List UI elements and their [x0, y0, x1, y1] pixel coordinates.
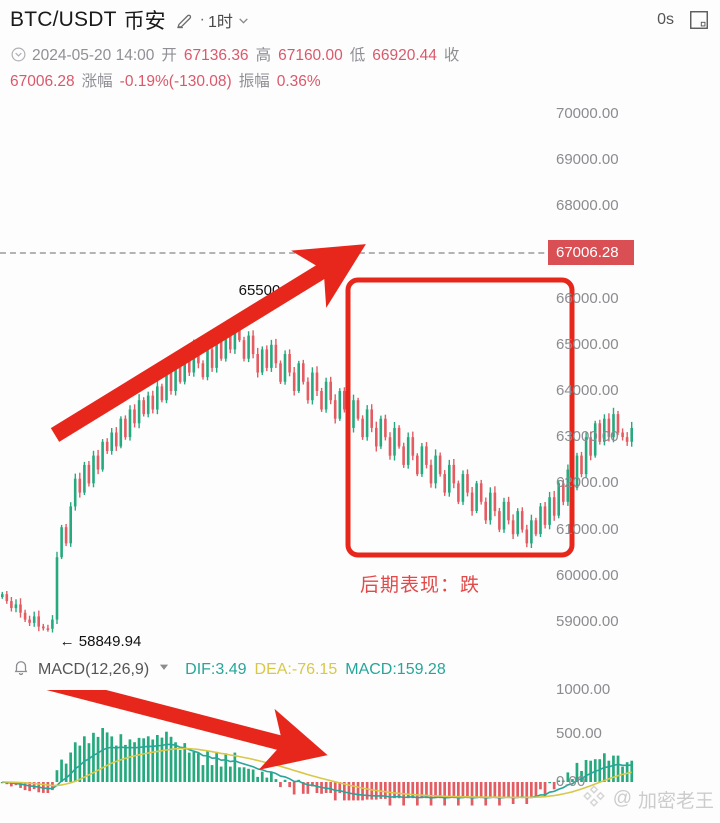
price-tick: 65000.00	[556, 335, 619, 353]
price-tick: 64000.00	[556, 381, 619, 399]
chevron-down-icon[interactable]	[237, 14, 250, 27]
close-label: 收	[443, 47, 460, 64]
change-value: -0.19%(-130.08)	[119, 73, 232, 90]
countdown-label: 0s	[657, 11, 674, 28]
price-tick: 62000.00	[556, 474, 619, 492]
binance-diamond-icon	[581, 783, 607, 815]
pencil-icon[interactable]	[175, 11, 194, 30]
high-label: 高	[255, 47, 272, 64]
amplitude-value: 0.36%	[276, 73, 321, 90]
dea-value: DEA:-76.15	[254, 660, 338, 678]
separator-dot: ·	[199, 11, 205, 28]
price-tick: 70000.00	[556, 104, 619, 122]
price-tick: 66000.00	[556, 289, 619, 307]
open-label: 开	[161, 47, 177, 64]
title-bar: BTC/USDT 币安 · 1时 0s	[0, 0, 720, 40]
price-chart-pane[interactable]: 65500.00 ← 58849.94 后期表现：跌 59000.00 60000…	[0, 100, 634, 650]
price-tick: 63000.00	[556, 428, 619, 446]
current-price-dashed-line	[0, 252, 634, 255]
annotation-note: 后期表现：跌	[360, 575, 481, 596]
macd-series	[0, 728, 634, 806]
macd-axis: 1000.00 500.00 0.00	[548, 681, 634, 823]
price-axis: 59000.00 60000.00 61000.00 62000.00 63000.00…	[548, 100, 634, 645]
price-tick: 68000.00	[556, 197, 619, 215]
decline-highlight-box	[345, 277, 575, 558]
dif-value: DIF:3.49	[185, 660, 247, 678]
high-value: 67160.00	[278, 47, 343, 64]
low-price-marker: ← 58849.94	[59, 632, 142, 650]
ohlc-readout: 2024-05-20 14:00 开 67136.36 高 67160.00 低 66920…	[10, 44, 670, 93]
current-price-badge: 67006.28	[548, 240, 634, 266]
watermark-text: 加密老王	[637, 790, 714, 812]
amplitude-label: 振幅	[238, 73, 270, 90]
watermark: @ 加密老王	[581, 783, 714, 815]
price-tick: 60000.00	[556, 566, 619, 584]
macd-value: MACD:159.28	[345, 660, 446, 678]
high-price-marker: 65500.00	[238, 281, 302, 299]
price-tick: 69000.00	[556, 151, 619, 169]
low-value: 66920.44	[372, 47, 437, 64]
macd-annotation-overlay	[46, 690, 328, 770]
chevron-down-icon[interactable]	[157, 660, 171, 679]
ohlc-datetime: 2024-05-20 14:00	[32, 47, 155, 64]
open-value: 67136.36	[183, 47, 249, 64]
candlestick-series	[1, 316, 633, 633]
change-label: 涨幅	[81, 73, 113, 90]
downtrend-arrow	[46, 690, 328, 770]
close-value: 67006.28	[10, 73, 75, 90]
clock-icon[interactable]	[10, 46, 27, 70]
price-tick: 59000.00	[556, 612, 619, 630]
symbol-label[interactable]: BTC/USDT	[10, 8, 117, 31]
low-label: 低	[349, 47, 366, 64]
watermark-at: @	[612, 788, 632, 809]
macd-tick: 0.00	[556, 773, 586, 790]
macd-name[interactable]: MACD(12,26,9)	[38, 660, 150, 678]
macd-pane[interactable]: 1000.00 500.00 0.00	[0, 681, 634, 823]
macd-legend: MACD(12,26,9) DIF:3.49 DEA:-76.15 MACD:1…	[12, 658, 446, 681]
timeframe-label[interactable]: 1时	[207, 14, 233, 31]
venue-label: 币安	[123, 10, 166, 33]
bell-icon[interactable]	[12, 658, 30, 681]
macd-tick: 1000.00	[556, 681, 611, 698]
macd-tick: 500.00	[556, 725, 602, 742]
annotation-overlay	[50, 244, 575, 558]
price-tick: 61000.00	[556, 520, 619, 538]
screen-icon[interactable]	[688, 9, 710, 31]
